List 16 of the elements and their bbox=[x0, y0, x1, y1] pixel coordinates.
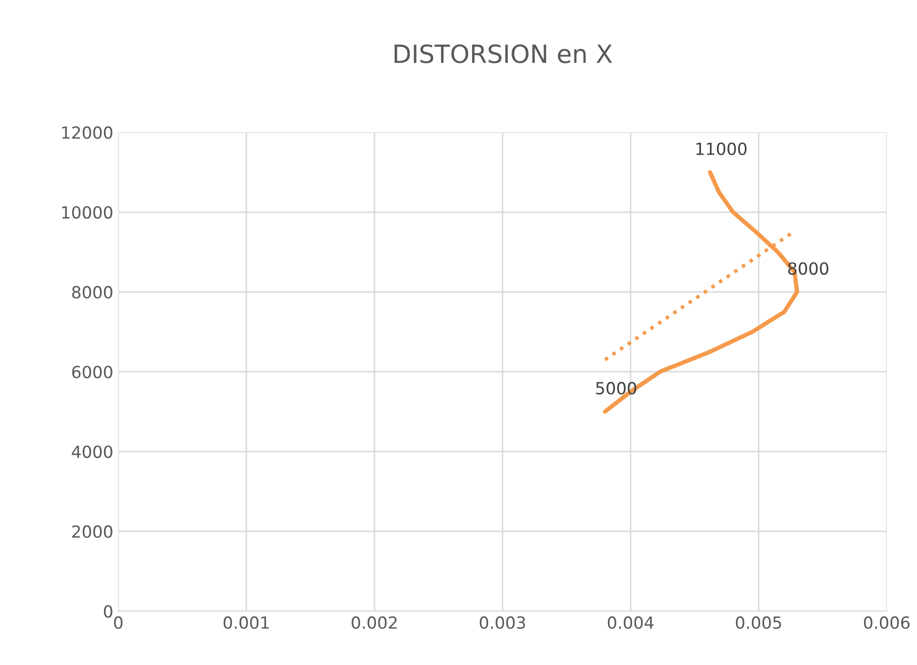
data-label: 11000 bbox=[696, 142, 747, 156]
x-tick-label: 0.005 bbox=[736, 616, 782, 629]
y-tick-label: 2000 bbox=[72, 525, 112, 538]
y-tick-label: 10000 bbox=[62, 206, 112, 219]
y-tick-label: 8000 bbox=[72, 286, 112, 299]
x-tick-label: 0.003 bbox=[480, 616, 526, 629]
x-tick-label: 0.004 bbox=[608, 616, 654, 629]
y-tick-label: 4000 bbox=[72, 445, 112, 458]
y-tick-label: 12000 bbox=[62, 126, 112, 139]
chart-title: DISTORSION en X bbox=[394, 44, 612, 64]
x-tick-label: 0.001 bbox=[224, 616, 269, 629]
y-tick-label: 6000 bbox=[72, 366, 112, 378]
x-tick-label: 0 bbox=[114, 616, 122, 629]
x-tick-label: 0.002 bbox=[352, 616, 397, 629]
x-tick-label: 0.006 bbox=[864, 616, 910, 629]
y-tick-label: 0 bbox=[104, 605, 112, 618]
